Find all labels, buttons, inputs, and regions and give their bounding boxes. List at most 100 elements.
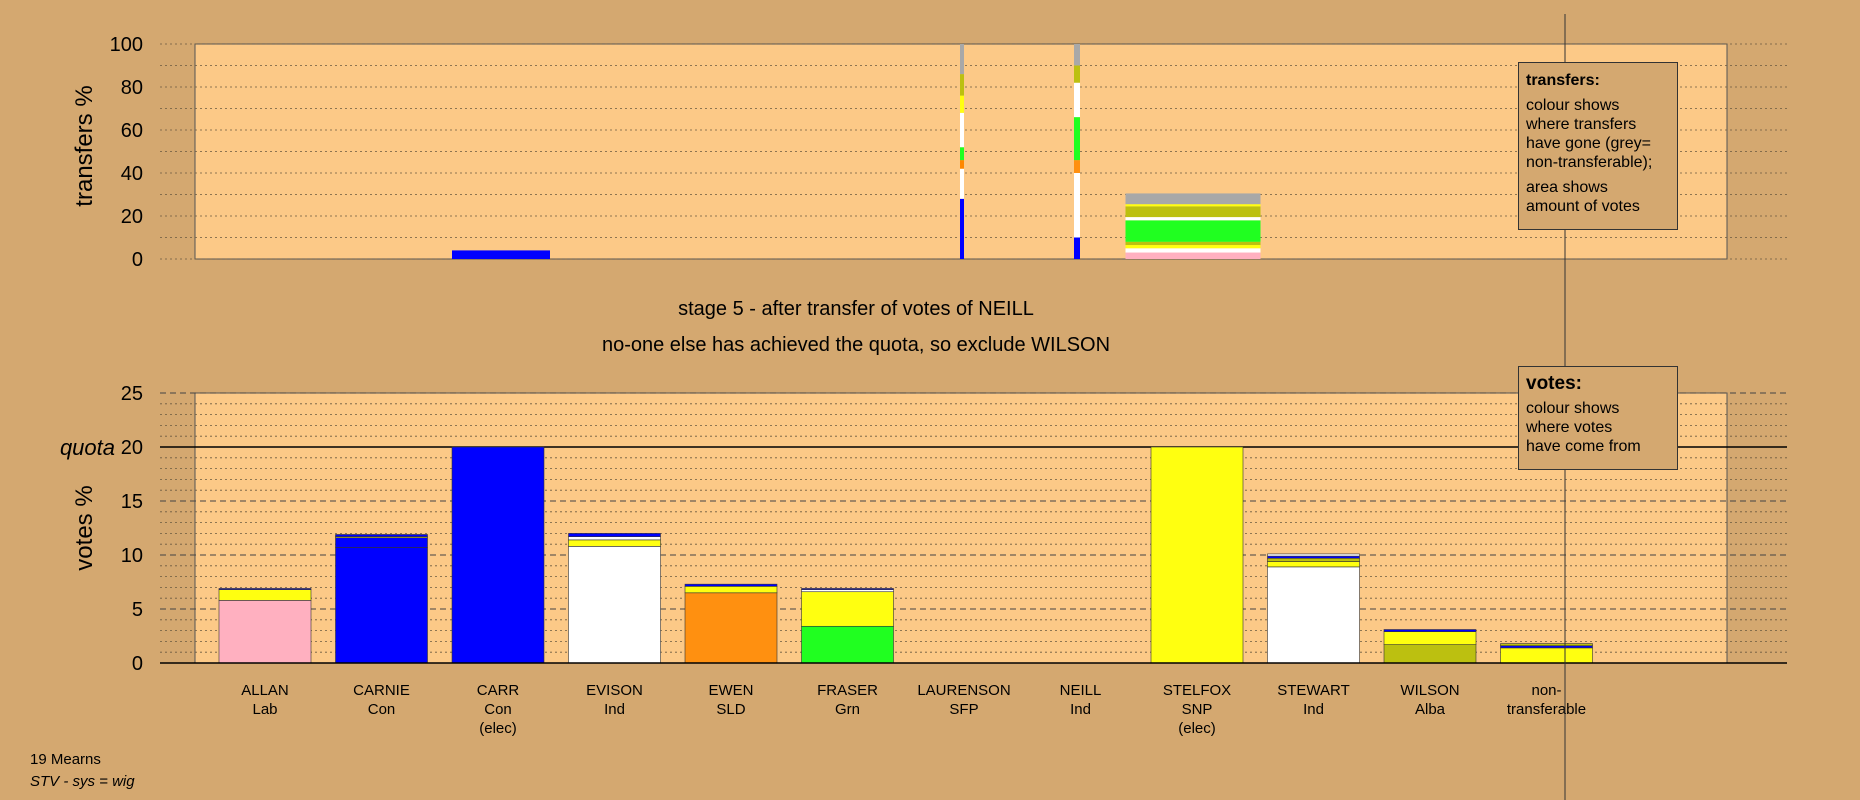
vote-bar-segment	[568, 539, 661, 547]
vote-bar-segment	[684, 592, 778, 664]
transfers-tick-label: 0	[132, 249, 143, 271]
votes-tick-label: 0	[132, 653, 143, 675]
vote-bar-segment	[335, 547, 428, 664]
transfer-bar-block	[1125, 193, 1261, 205]
vote-bar-segment	[1500, 647, 1593, 664]
vote-bar-segment	[1267, 566, 1360, 664]
votes-axis-label: votes %	[71, 485, 98, 570]
vote-bar-segment	[451, 446, 545, 664]
votes-legend-line: have come from	[1526, 438, 1641, 455]
candidate-party: Ind	[604, 701, 625, 718]
transfer-bar-laurenson	[960, 95, 964, 113]
vote-bar-segment	[218, 589, 312, 601]
vote-bar-segment	[801, 588, 894, 590]
vote-bar-segment	[335, 537, 428, 548]
vote-bar-segment	[568, 533, 661, 537]
transfers-axis-label: transfers %	[71, 85, 98, 206]
candidate-party: Lab	[252, 701, 277, 718]
transfer-bar-laurenson	[960, 44, 964, 75]
transfer-bar-neill	[1074, 117, 1080, 161]
transfer-bar-block	[1125, 245, 1261, 249]
stage-action: no-one else has achieved the quota, so e…	[601, 334, 1111, 356]
votes-legend-line: where votes	[1526, 419, 1613, 436]
transfer-bar-block	[1125, 204, 1261, 207]
transfer-bar-laurenson	[960, 112, 964, 148]
vote-bar-segment	[335, 534, 428, 537]
transfers-legend-title: transfers:	[1526, 72, 1600, 89]
transfers-legend-line: colour shows	[1526, 97, 1620, 114]
candidate-party: Con	[484, 701, 512, 718]
transfers-legend-line: amount of votes	[1526, 198, 1640, 215]
vote-bar-segment	[1500, 643, 1593, 647]
votes-tick-label: 20	[121, 437, 143, 459]
transfer-bar-block	[1125, 248, 1261, 253]
candidate-name: CARNIE	[353, 682, 410, 699]
votes-legend-line: colour shows	[1526, 400, 1620, 417]
candidate-name: STEWART	[1277, 682, 1350, 699]
transfer-bar-block	[1125, 241, 1261, 246]
transfer-bar-neill	[1074, 44, 1080, 66]
vote-bar-segment	[1267, 561, 1360, 568]
votes-tick-label: 5	[132, 599, 143, 621]
transfers-legend: transfers: colour shows where transfers …	[1518, 62, 1678, 230]
candidate-party: SLD	[716, 701, 745, 718]
transfers-tick-label: 20	[121, 206, 143, 228]
candidate-name: ALLAN	[241, 682, 289, 699]
transfers-tick-label: 40	[121, 163, 143, 185]
candidate-name: EVISON	[586, 682, 643, 699]
vote-bar-segment	[1267, 555, 1360, 559]
candidate-party: transferable	[1507, 701, 1586, 718]
candidate-name: EWEN	[709, 682, 754, 699]
votes-legend: votes: colour shows where votes have com…	[1518, 366, 1678, 470]
candidate-party: Grn	[835, 701, 860, 718]
vote-bar-segment	[568, 546, 661, 664]
vote-bar-segment	[1150, 446, 1244, 664]
transfer-bar-laurenson	[960, 198, 964, 259]
candidate-party: SFP	[949, 701, 978, 718]
vote-bar-segment	[801, 591, 894, 627]
votes-tick-label: 10	[121, 545, 143, 567]
candidate-party: Ind	[1303, 701, 1324, 718]
vote-bar-segment	[684, 583, 778, 587]
transfer-bar-neill	[1074, 173, 1080, 238]
candidate-name: LAURENSON	[917, 682, 1010, 699]
vote-bar-segment	[684, 586, 778, 594]
vote-bar-segment	[1267, 553, 1360, 557]
transfers-tick-label: 80	[121, 77, 143, 99]
candidate-elected: (elec)	[479, 720, 517, 737]
transfers-legend-line: non-transferable);	[1526, 154, 1653, 171]
transfers-legend-line: have gone (grey=	[1526, 135, 1651, 152]
candidate-name: STELFOX	[1163, 682, 1231, 699]
vote-bar-segment	[1383, 644, 1477, 664]
candidate-name: WILSON	[1400, 682, 1459, 699]
transfer-bar-neill	[1074, 237, 1080, 259]
transfer-bar-block	[1125, 217, 1261, 221]
stage-title: stage 5 - after transfer of votes of NEI…	[678, 298, 1034, 320]
transfer-bar-neill	[1074, 82, 1080, 118]
vote-bar-segment	[568, 536, 661, 541]
candidate-name: FRASER	[817, 682, 878, 699]
transfers-legend-line: area shows	[1526, 179, 1608, 196]
transfer-bar-neill	[1074, 65, 1080, 83]
transfer-bar-carr	[452, 250, 550, 259]
votes-plot-area	[194, 392, 1728, 664]
candidate-party: Alba	[1415, 701, 1446, 718]
candidate-party: Con	[368, 701, 396, 718]
transfer-bar-neill	[1074, 160, 1080, 173]
ward-name: 19 Mearns	[30, 751, 101, 768]
vote-bar-segment	[1267, 557, 1360, 562]
quota-label: quota	[60, 435, 115, 460]
candidate-name: NEILL	[1060, 682, 1102, 699]
system-note: STV - sys = wig	[30, 773, 135, 790]
vote-bar-segment	[1383, 631, 1477, 645]
transfers-tick-label: 60	[121, 120, 143, 142]
votes-legend-title: votes:	[1526, 373, 1582, 394]
transfers-tick-label: 100	[110, 34, 143, 56]
vote-bar-segment	[1383, 629, 1477, 632]
transfer-bar-laurenson	[960, 74, 964, 96]
candidate-name: non-	[1531, 682, 1561, 699]
vote-bar-segment	[1500, 645, 1593, 649]
candidate-party: SNP	[1182, 701, 1213, 718]
votes-tick-label: 25	[121, 383, 143, 405]
